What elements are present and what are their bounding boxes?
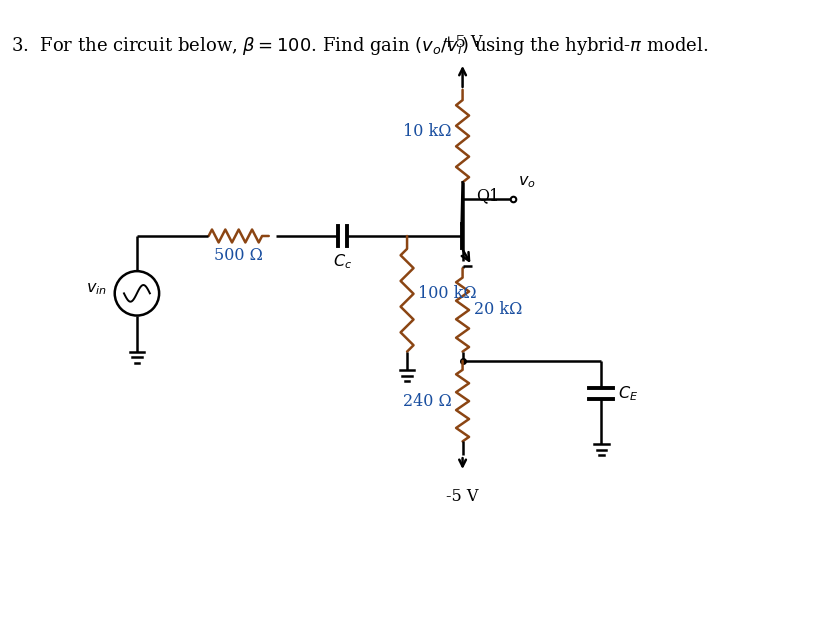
Text: 100 kΩ: 100 kΩ [418,285,477,303]
Text: 20 kΩ: 20 kΩ [474,301,522,319]
Text: 3.  For the circuit below, $\beta = 100$. Find gain $(v_o/v_i)$ using the hybrid: 3. For the circuit below, $\beta = 100$.… [11,35,709,57]
Text: +5 V: +5 V [442,34,483,51]
Text: Q1: Q1 [476,187,500,204]
Text: $v_{in}$: $v_{in}$ [87,280,108,297]
Text: $C_E$: $C_E$ [618,384,638,402]
Text: 10 kΩ: 10 kΩ [403,123,451,140]
Text: 500 Ω: 500 Ω [214,247,263,264]
Text: -5 V: -5 V [446,487,479,505]
Text: $v_o$: $v_o$ [518,173,536,190]
Text: $C_c$: $C_c$ [333,252,352,272]
Text: 240 Ω: 240 Ω [403,392,451,410]
